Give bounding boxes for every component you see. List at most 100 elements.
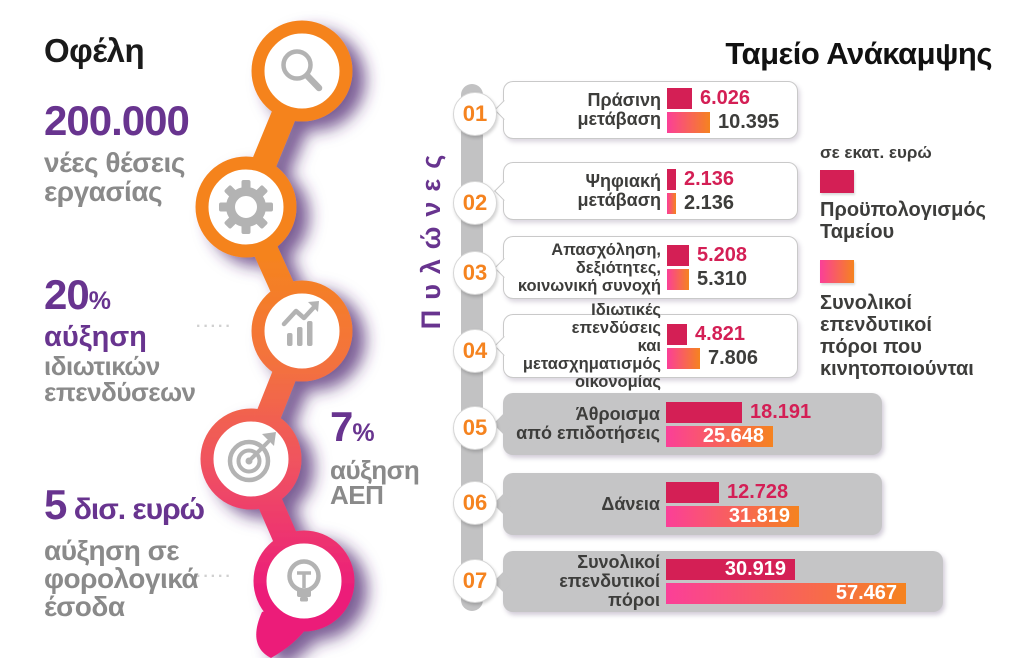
pillar-label: Άθροισμα από επιδοτήσεις [516,404,660,443]
budget-value: 12.728 [727,480,789,503]
budget-value: 6.026 [700,86,751,109]
total-bar [667,111,710,133]
pillar-bars: 30.919 57.467 [666,551,939,612]
pillar-box-01: Πράσινη μετάβαση 6.026 10.395 [494,81,798,139]
pillar-box-03: Απασχόληση, δεξιότητες, κοινωνική συνοχή 5.… [494,236,798,299]
total-value: 57.467 [835,582,897,604]
benefit-jobs: 200.000 νέες θέσεις εργασίας [44,97,190,207]
pillar-number-07: 07 [453,559,497,603]
dotted-leader: ····· [196,318,233,335]
total-bar: 57.467 [666,582,906,604]
benefit-jobs-line2: εργασίας [44,176,163,207]
pillar-box-04: Ιδιωτικές επενδύσεις και μετασχηματισμός ο… [494,301,798,391]
pillar-number-05: 05 [453,406,497,450]
budget-value: 18.191 [750,400,812,423]
budget-value: 5.208 [697,244,748,266]
budget-value: 30.919 [724,558,786,580]
budget-bar: 30.919 [666,558,795,580]
budget-bar [667,323,687,345]
total-bar [667,192,676,214]
pillar-number-04: 04 [453,329,497,373]
chart-title: Ταμείο Ανάκαμψης [725,36,992,71]
chain-links [233,58,317,594]
legend-total-line4: κινητοποιούνται [820,358,974,380]
benefit-jobs-line1: νέες θέσεις [44,147,185,178]
target-icon [227,432,276,483]
pillar-bars: 5.208 5.310 [667,237,793,298]
total-bar: 25.648 [666,424,773,447]
pillar-box-07: Συνολικοί επενδυτικοί πόροι 30.919 57.467 [493,551,943,612]
benefit-private-investments: 20% αύξηση ιδιωτικών επενδύσεων [44,271,196,407]
pillars-axis-label: Πυλώνες [416,144,446,330]
pillar-bars: 4.821 7.806 [667,315,793,377]
budget-value: 2.136 [684,167,735,190]
pillar-number-03: 03 [453,251,497,295]
legend-total-line3: πόροι που [820,336,922,358]
benefit-gdp-line2: ΑΕΠ [330,480,384,510]
benefit-inv-value: 20 [44,271,90,318]
benefit-tax-unit: δισ. ευρώ [66,493,205,526]
benefit-tax-line2: φορολογικά [44,563,199,594]
legend-total-line1: Συνολικοί [820,292,912,314]
pillar-label: Απασχόληση, δεξιότητες, κοινωνική συνοχή [517,240,661,295]
lightbulb-icon [287,559,321,602]
total-value: 31.819 [728,504,790,527]
pillar-label: Πράσινη μετάβαση [577,90,661,129]
total-value: 7.806 [708,346,759,369]
benefit-gdp-percent: % [352,419,374,447]
benefit-tax-value: 5 [44,481,67,528]
total-value: 2.136 [684,191,735,214]
total-bar [667,269,689,290]
budget-bar [667,87,692,109]
legend-budget-swatch [820,170,854,193]
budget-value: 4.821 [695,322,746,345]
dotted-leader: ····· [196,568,233,585]
benefit-tax-line3: έσοδα [44,591,125,622]
benefit-gdp-value: 7 [330,403,353,450]
total-value: 10.395 [718,110,780,133]
total-value: 5.310 [697,268,748,290]
benefit-gdp-line1: αύξηση [330,455,420,485]
pillar-number-01: 01 [453,92,497,136]
pillar-label: Δάνεια [601,493,660,514]
budget-bar [667,168,676,190]
benefit-inv-percent: % [88,287,111,315]
pillar-number-02: 02 [453,181,497,225]
pillar-box-05: Άθροισμα από επιδοτήσεις 18.191 25.648 [493,393,882,455]
pillar-bars: 18.191 25.648 [666,393,878,455]
pillar-bars: 12.728 31.819 [666,473,878,535]
benefit-jobs-value: 200.000 [44,97,190,144]
pillar-bars: 2.136 2.136 [667,163,793,219]
chain-tail [256,598,308,658]
growth-chart-icon [281,301,319,346]
legend-total-swatch [820,260,854,283]
total-value: 25.648 [702,424,764,447]
left-title: Οφέλη [44,32,145,69]
gear-icon [219,180,273,234]
magnifier-icon [281,49,323,92]
budget-bar [666,481,719,503]
legend-budget-label: Προϋπολογισμός Ταμείου [820,199,986,243]
benefit-inv-line2: επενδύσεων [44,377,196,407]
pillar-number-06: 06 [453,481,497,525]
pillar-box-02: Ψηφιακή μετάβαση 2.136 2.136 [494,162,798,220]
benefit-inv-line1: ιδιωτικών [44,351,160,381]
benefit-tax-revenue: 5 δισ. ευρώ αύξηση σε φορολογικά έσοδα [44,481,205,622]
legend-budget-line1: Προϋπολογισμός [820,199,986,221]
legend-total-line2: επενδυτικοί [820,314,932,336]
budget-bar [666,401,742,423]
budget-bar [667,245,689,266]
total-bar: 31.819 [666,504,799,527]
pillar-label: Συνολικοί επενδυτικοί πόροι [559,552,660,610]
legend-total-label: Συνολικοί επενδυτικοί πόροι που κινητοπο… [820,292,974,380]
pillar-box-06: Δάνεια 12.728 31.819 [493,473,882,535]
legend-budget-line2: Ταμείου [820,221,895,243]
benefit-gdp: 7% αύξηση ΑΕΠ [330,403,420,510]
pillar-label: Ιδιωτικές επενδύσεις και μετασχηματισμός ο… [522,301,661,391]
benefit-tax-line1: αύξηση σε [44,535,180,566]
pillar-label: Ψηφιακή μετάβαση [577,171,661,210]
pillar-bars: 6.026 10.395 [667,82,793,138]
benefit-inv-accent: αύξηση [44,321,147,353]
total-bar [667,347,700,369]
